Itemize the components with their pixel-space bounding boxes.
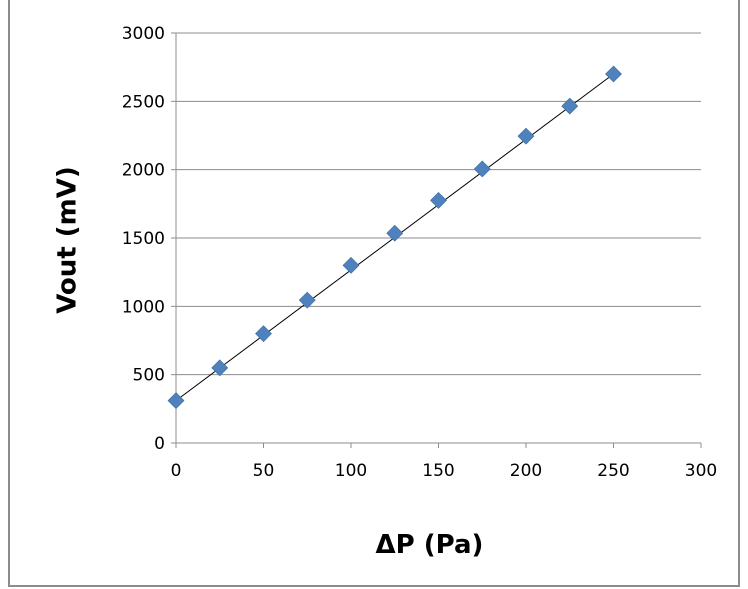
- x-tick-label-50: 50: [253, 461, 275, 481]
- data-point: [211, 359, 229, 377]
- data-point: [605, 65, 622, 83]
- data-point: [561, 97, 579, 115]
- x-tick-label-200: 200: [510, 461, 542, 481]
- data-point: [298, 291, 316, 309]
- x-tick-label-300: 300: [685, 461, 717, 481]
- chart-frame: [8, 0, 740, 587]
- y-tick-label-1000: 1000: [122, 297, 165, 317]
- data-point: [430, 191, 447, 209]
- y-tick-labels: 0 500 1000 1500 2000 2500 3000: [122, 24, 165, 454]
- data-point: [386, 224, 404, 242]
- data-points: [167, 65, 622, 410]
- axes: [171, 32, 702, 448]
- y-tick-label-500: 500: [133, 366, 165, 386]
- x-tick-label-100: 100: [335, 461, 367, 481]
- y-tick-label-2500: 2500: [122, 92, 165, 112]
- x-tick-label-250: 250: [597, 461, 629, 481]
- x-tick-label-150: 150: [422, 461, 454, 481]
- x-axis-title: ΔP (Pa): [376, 530, 484, 560]
- y-tick-label-1500: 1500: [122, 229, 165, 249]
- data-point: [517, 127, 535, 145]
- data-point: [473, 160, 491, 178]
- data-point: [167, 392, 185, 410]
- x-tick-label-0: 0: [171, 461, 182, 481]
- y-axis-title: Vout (mV): [53, 166, 83, 314]
- y-tick-label-0: 0: [154, 434, 165, 454]
- y-tick-label-3000: 3000: [122, 24, 165, 44]
- data-point: [255, 325, 272, 343]
- x-tick-labels: 0 50 100 150 200 250 300: [171, 461, 718, 481]
- data-point: [342, 256, 360, 274]
- y-tick-label-2000: 2000: [122, 161, 165, 181]
- gridlines: [176, 32, 701, 376]
